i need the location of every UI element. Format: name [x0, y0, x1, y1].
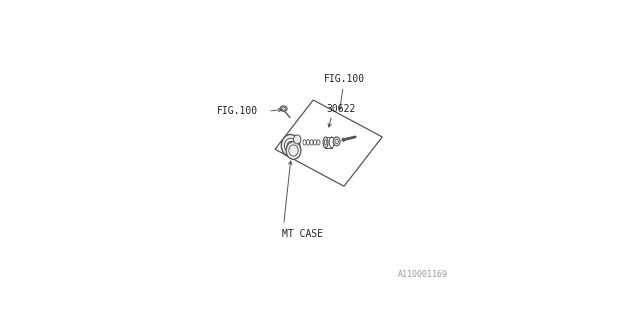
- Text: MT CASE: MT CASE: [282, 229, 324, 239]
- Text: FIG.100: FIG.100: [323, 74, 365, 84]
- Text: A110001169: A110001169: [397, 270, 447, 279]
- Text: 30622: 30622: [327, 104, 356, 114]
- Ellipse shape: [286, 142, 301, 159]
- Ellipse shape: [294, 135, 301, 144]
- Text: FIG.100: FIG.100: [217, 106, 258, 116]
- Ellipse shape: [323, 137, 328, 148]
- Ellipse shape: [280, 106, 287, 111]
- Ellipse shape: [282, 134, 300, 157]
- Ellipse shape: [333, 137, 340, 146]
